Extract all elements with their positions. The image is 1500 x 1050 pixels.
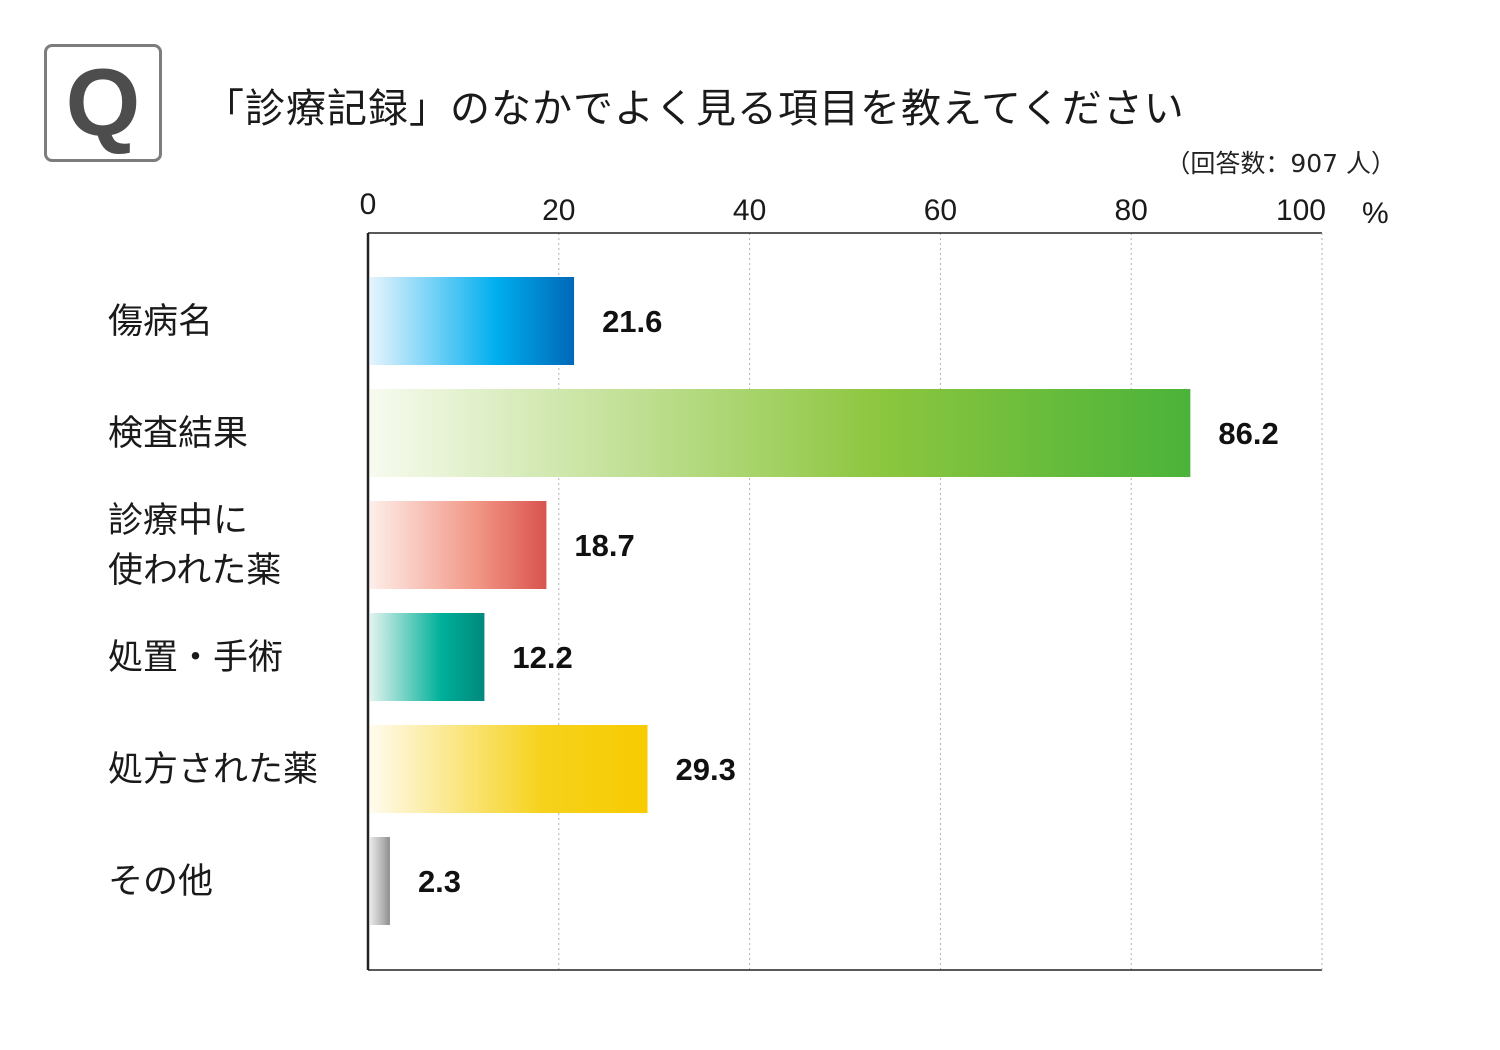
category-label-3-line-1: 診療中に	[108, 501, 248, 541]
bar-4	[370, 613, 485, 701]
x-tick-label-100: 100	[1276, 194, 1326, 227]
category-label-4: 処置・手術	[108, 638, 283, 678]
x-tick-label-0: 0	[360, 188, 377, 221]
bar-6	[370, 837, 390, 925]
question-badge-letter: Q	[65, 49, 141, 156]
value-label-6: 2.3	[418, 864, 461, 899]
chart-labels: 0 20 40 60 80 100 % 21.6 傷病名 86.2 検査結果 18.7 診療中に使われた…	[108, 188, 1389, 902]
chart-axes	[366, 232, 1323, 971]
category-label-3-line-2: 使われた薬	[108, 551, 281, 591]
x-unit-label: %	[1362, 197, 1389, 230]
question-title: 「診療記録」のなかでよく見る項目を教えてください	[204, 86, 1185, 132]
chart-bars	[370, 277, 1191, 925]
question-badge: Q	[44, 44, 162, 162]
value-label-5: 29.3	[676, 752, 736, 787]
bar-5	[370, 725, 648, 813]
respondent-count: （回答数：907 人）	[1165, 149, 1396, 178]
value-label-1: 21.6	[602, 304, 662, 339]
x-tick-label-40: 40	[733, 194, 766, 227]
category-label-2: 検査結果	[108, 414, 248, 454]
bar-3	[370, 501, 547, 589]
x-tick-label-20: 20	[542, 194, 575, 227]
category-label-1: 傷病名	[108, 302, 213, 342]
chart-grid	[558, 233, 1323, 970]
x-tick-label-80: 80	[1115, 194, 1148, 227]
x-tick-label-60: 60	[924, 194, 957, 227]
category-label-5: 処方された薬	[108, 750, 318, 790]
value-label-3: 18.7	[574, 528, 634, 563]
category-label-6: その他	[108, 862, 213, 902]
bar-2	[370, 389, 1191, 477]
value-label-2: 86.2	[1218, 416, 1278, 451]
bar-1	[370, 277, 575, 365]
value-label-4: 12.2	[512, 640, 572, 675]
